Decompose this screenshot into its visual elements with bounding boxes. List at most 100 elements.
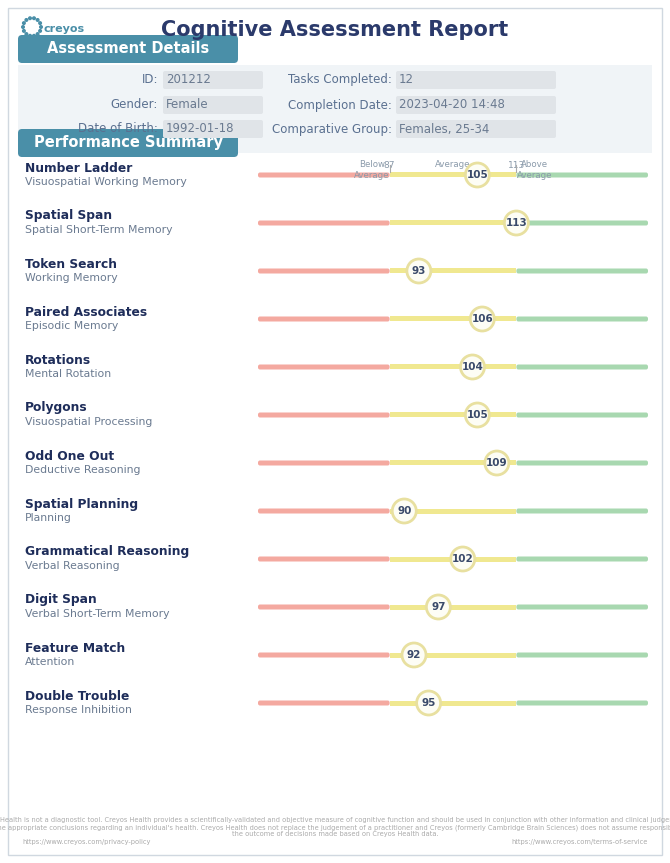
- Text: the outcome of decisions made based on Creyos Health data.: the outcome of decisions made based on C…: [232, 831, 438, 837]
- Text: Females, 25-34: Females, 25-34: [399, 123, 489, 135]
- FancyBboxPatch shape: [258, 413, 390, 418]
- FancyBboxPatch shape: [517, 173, 648, 178]
- FancyBboxPatch shape: [258, 701, 390, 705]
- Text: Verbal Reasoning: Verbal Reasoning: [25, 561, 120, 571]
- Circle shape: [417, 691, 441, 715]
- Text: 109: 109: [486, 458, 508, 468]
- Text: https://www.creyos.com/terms-of-service: https://www.creyos.com/terms-of-service: [512, 839, 648, 845]
- Circle shape: [407, 259, 431, 283]
- Bar: [390, 413, 517, 418]
- Text: Date of Birth:: Date of Birth:: [78, 123, 158, 135]
- Text: Visuospatial Processing: Visuospatial Processing: [25, 417, 152, 427]
- FancyBboxPatch shape: [517, 221, 648, 225]
- Text: 113: 113: [505, 218, 527, 228]
- FancyBboxPatch shape: [163, 96, 263, 114]
- Text: Comparative Group:: Comparative Group:: [272, 123, 392, 135]
- FancyBboxPatch shape: [258, 221, 390, 225]
- Text: Below
Average: Below Average: [354, 160, 389, 180]
- Circle shape: [29, 35, 31, 37]
- Circle shape: [470, 307, 494, 331]
- FancyBboxPatch shape: [163, 120, 263, 138]
- FancyBboxPatch shape: [396, 71, 556, 89]
- Circle shape: [485, 451, 509, 475]
- Text: Average: Average: [436, 160, 471, 169]
- Text: 105: 105: [466, 410, 488, 420]
- Circle shape: [39, 22, 42, 24]
- Circle shape: [25, 19, 27, 22]
- Text: Episodic Memory: Episodic Memory: [25, 321, 118, 331]
- Bar: [390, 364, 517, 369]
- Text: 92: 92: [407, 650, 421, 660]
- FancyBboxPatch shape: [517, 652, 648, 658]
- Text: Verbal Short-Term Memory: Verbal Short-Term Memory: [25, 609, 170, 619]
- Text: Odd One Out: Odd One Out: [25, 450, 114, 463]
- Text: 1992-01-18: 1992-01-18: [166, 123, 234, 135]
- Circle shape: [25, 33, 27, 35]
- Text: creyos: creyos: [44, 24, 85, 34]
- Text: Feature Match: Feature Match: [25, 641, 125, 654]
- FancyBboxPatch shape: [517, 701, 648, 705]
- Text: 90: 90: [397, 506, 411, 516]
- Text: Working Memory: Working Memory: [25, 273, 118, 283]
- Bar: [390, 317, 517, 322]
- FancyBboxPatch shape: [258, 557, 390, 562]
- Circle shape: [451, 547, 475, 571]
- Text: Mental Rotation: Mental Rotation: [25, 369, 111, 379]
- FancyBboxPatch shape: [517, 268, 648, 274]
- Text: Visuospatial Working Memory: Visuospatial Working Memory: [25, 177, 187, 187]
- Bar: [390, 604, 517, 609]
- FancyBboxPatch shape: [517, 557, 648, 562]
- FancyBboxPatch shape: [163, 71, 263, 89]
- Text: 12: 12: [399, 73, 414, 86]
- Circle shape: [466, 403, 489, 427]
- Circle shape: [460, 355, 484, 379]
- Text: Response Inhibition: Response Inhibition: [25, 705, 132, 715]
- Text: Tasks Completed:: Tasks Completed:: [288, 73, 392, 86]
- Text: Above
Average: Above Average: [517, 160, 552, 180]
- Circle shape: [39, 29, 42, 32]
- Text: Female: Female: [166, 98, 208, 111]
- FancyBboxPatch shape: [18, 129, 238, 157]
- Circle shape: [33, 17, 36, 20]
- Bar: [390, 173, 517, 178]
- Circle shape: [392, 499, 416, 523]
- FancyBboxPatch shape: [258, 268, 390, 274]
- Text: 93: 93: [411, 266, 426, 276]
- Text: 97: 97: [431, 602, 446, 612]
- Bar: [390, 461, 517, 465]
- Text: Performance Summary: Performance Summary: [34, 135, 222, 150]
- Circle shape: [505, 211, 529, 235]
- FancyBboxPatch shape: [517, 317, 648, 322]
- Text: Completion Date:: Completion Date:: [288, 98, 392, 111]
- Circle shape: [36, 33, 39, 35]
- FancyBboxPatch shape: [258, 604, 390, 609]
- Text: Polygons: Polygons: [25, 401, 88, 414]
- Text: Rotations: Rotations: [25, 354, 91, 367]
- Text: 104: 104: [462, 362, 484, 372]
- FancyBboxPatch shape: [517, 461, 648, 465]
- Text: Assessment Details: Assessment Details: [47, 41, 209, 56]
- Circle shape: [402, 643, 426, 667]
- Text: 105: 105: [466, 170, 488, 180]
- Text: Token Search: Token Search: [25, 257, 117, 270]
- Text: Grammatical Reasoning: Grammatical Reasoning: [25, 545, 189, 558]
- Text: Spatial Planning: Spatial Planning: [25, 497, 138, 511]
- Text: Spatial Short-Term Memory: Spatial Short-Term Memory: [25, 225, 172, 235]
- Text: Paired Associates: Paired Associates: [25, 306, 147, 318]
- FancyBboxPatch shape: [258, 173, 390, 178]
- Text: Creyos Health is not a diagnostic tool. Creyos Health provides a scientifically-: Creyos Health is not a diagnostic tool. …: [0, 817, 670, 823]
- Bar: [390, 557, 517, 562]
- Circle shape: [23, 29, 25, 32]
- Text: 87: 87: [384, 161, 395, 170]
- FancyBboxPatch shape: [517, 364, 648, 369]
- Text: ID:: ID:: [141, 73, 158, 86]
- Text: Attention: Attention: [25, 657, 75, 667]
- Circle shape: [33, 35, 36, 37]
- Text: 102: 102: [452, 554, 474, 564]
- Text: Cognitive Assessment Report: Cognitive Assessment Report: [161, 20, 509, 40]
- FancyBboxPatch shape: [258, 461, 390, 465]
- Text: 95: 95: [421, 698, 436, 708]
- Circle shape: [29, 17, 31, 20]
- FancyBboxPatch shape: [396, 96, 556, 114]
- Bar: [390, 221, 517, 225]
